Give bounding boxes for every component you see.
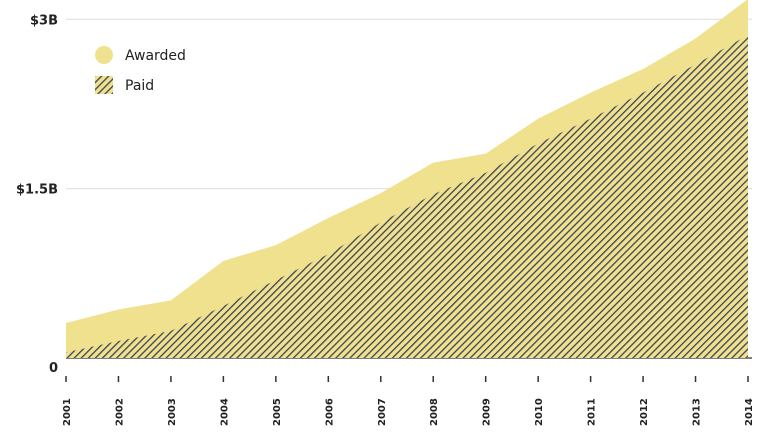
- x-tick-label: 2010: [534, 398, 545, 426]
- x-tick-label: 2003: [167, 398, 178, 426]
- x-tick-label: 2008: [429, 398, 440, 426]
- legend-item-paid: Paid: [95, 76, 154, 94]
- legend-label-awarded: Awarded: [125, 48, 186, 64]
- areas: [66, 0, 748, 358]
- legend-swatch-awarded: [95, 46, 113, 64]
- legend-item-awarded: Awarded: [95, 46, 186, 64]
- legend: Awarded Paid: [95, 46, 186, 94]
- x-tick-label: 2007: [377, 398, 388, 426]
- x-tick-label: 2002: [114, 398, 125, 426]
- x-tick-label: 2009: [482, 398, 493, 426]
- legend-label-paid: Paid: [125, 78, 154, 94]
- legend-swatch-paid: [95, 76, 113, 94]
- x-tick-label: 2001: [62, 398, 73, 426]
- y-tick-label: $1.5B: [16, 183, 58, 198]
- area-series-paid: [66, 35, 748, 358]
- x-tick-label: 2014: [744, 398, 755, 426]
- x-tick-label: 2006: [324, 398, 335, 426]
- y-tick-label: 0: [49, 361, 58, 376]
- x-tick-label: 2011: [587, 398, 598, 426]
- y-axis-ticks: 0 $1.5B $3B: [16, 13, 58, 376]
- x-tick-label: 2004: [219, 398, 230, 426]
- x-axis-ticks: 2001 2002 2003 2004 2005 2006 2007 2008 2009 2010…: [62, 376, 755, 426]
- x-tick-label: 2013: [692, 398, 703, 426]
- x-tick-label: 2012: [639, 398, 650, 426]
- y-tick-label: $3B: [30, 13, 58, 28]
- x-tick-label: 2005: [272, 398, 283, 426]
